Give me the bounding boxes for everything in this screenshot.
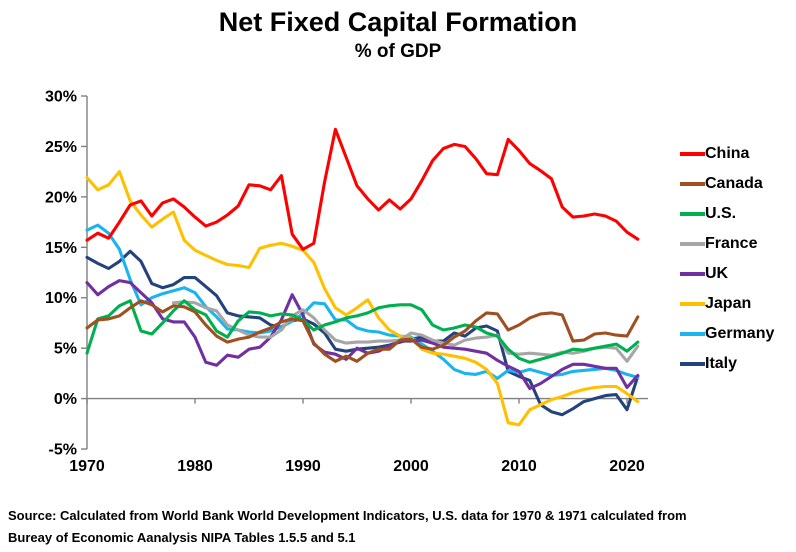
legend-label: UK bbox=[705, 265, 729, 282]
y-tick-label: 30% bbox=[45, 89, 77, 106]
chart-subtitle: % of GDP bbox=[354, 41, 442, 62]
y-tick-label: 5% bbox=[54, 341, 77, 358]
legend-label: Italy bbox=[705, 355, 738, 372]
source-note-line-2: Bureay of Economic Aanalysis NIPA Tables… bbox=[8, 530, 356, 545]
series-line-canada bbox=[85, 299, 640, 363]
legend-label: France bbox=[705, 235, 758, 252]
x-tick-label: 1970 bbox=[69, 458, 105, 475]
legend-item-france: France bbox=[680, 229, 796, 259]
legend-label: Germany bbox=[705, 325, 775, 342]
legend-item-china: China bbox=[680, 139, 796, 169]
source-note-line-1: Source: Calculated from World Bank World… bbox=[8, 508, 687, 523]
y-tick-label: 15% bbox=[45, 240, 77, 257]
legend-line-swatch bbox=[680, 152, 705, 156]
x-tick-label: 1980 bbox=[177, 458, 213, 475]
y-tick-label: 20% bbox=[45, 189, 77, 206]
y-tick-label: 0% bbox=[54, 391, 77, 408]
legend-line-swatch bbox=[680, 212, 705, 216]
legend-line-swatch bbox=[680, 182, 705, 186]
source-note: Source: Calculated from World Bank World… bbox=[8, 505, 796, 549]
x-tick-label: 2000 bbox=[393, 458, 429, 475]
legend-line-swatch bbox=[680, 302, 705, 306]
legend: China Canada U.S. France UK Japan Germany Italy bbox=[680, 139, 796, 379]
y-tick-label: 10% bbox=[45, 290, 77, 307]
series-line-japan bbox=[85, 170, 640, 427]
legend-line-swatch bbox=[680, 362, 705, 366]
x-tick-label: 2010 bbox=[501, 458, 537, 475]
y-tick-label: 25% bbox=[45, 139, 77, 156]
series-line-italy bbox=[85, 249, 640, 417]
chart-title: Net Fixed Capital Formation bbox=[218, 7, 578, 37]
legend-label: China bbox=[705, 145, 750, 162]
legend-item-japan: Japan bbox=[680, 289, 796, 319]
series-line-uk bbox=[85, 279, 640, 391]
legend-line-swatch bbox=[680, 242, 705, 246]
legend-line-swatch bbox=[680, 272, 705, 276]
legend-item-germany: Germany bbox=[680, 319, 796, 349]
plot-area: 1970 1980 1990 2000 2010 2020 30% 25% 20% 15% 10% 5… bbox=[45, 89, 648, 475]
x-tick-label: 1990 bbox=[285, 458, 321, 475]
series-line-germany bbox=[85, 223, 640, 380]
series-line-china bbox=[85, 127, 640, 251]
legend-label: U.S. bbox=[705, 205, 737, 222]
legend-item-italy: Italy bbox=[680, 349, 796, 379]
legend-line-swatch bbox=[680, 332, 705, 336]
y-tick-label: -5% bbox=[49, 442, 77, 459]
legend-item-us: U.S. bbox=[680, 199, 796, 229]
legend-label: Japan bbox=[705, 295, 752, 312]
legend-label: Canada bbox=[705, 175, 763, 192]
legend-item-canada: Canada bbox=[680, 169, 796, 199]
legend-item-uk: UK bbox=[680, 259, 796, 289]
x-tick-label: 2020 bbox=[609, 458, 645, 475]
